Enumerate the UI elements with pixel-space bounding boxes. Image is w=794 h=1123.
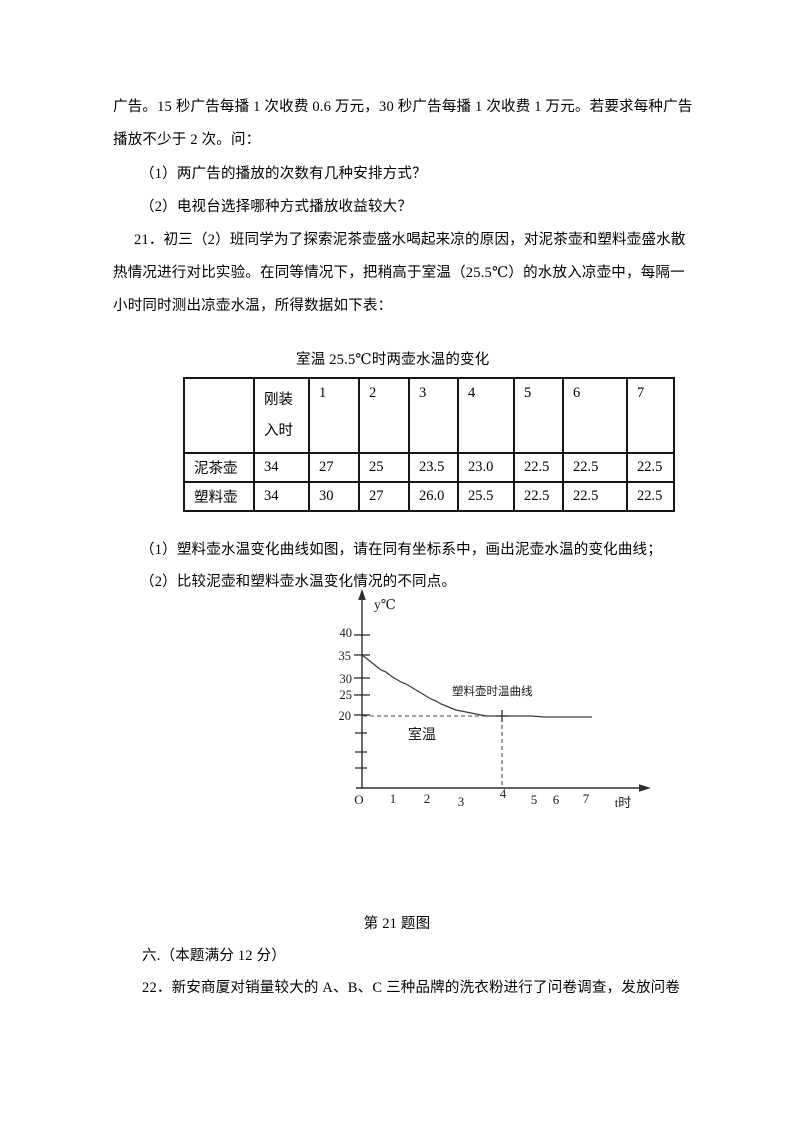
y-axis-label: y℃ — [374, 597, 396, 612]
q20-item-1: （1）两广告的播放的次数有几种安排方式？ — [140, 166, 427, 182]
table-header-cell: 5 — [513, 377, 564, 454]
y-axis-arrow-icon — [358, 589, 366, 600]
table-header-cell: 刚装入时 — [253, 377, 310, 454]
q21-figure-chart: 40 35 30 25 20 y℃ t时 塑料壶时温曲线 室温 O 1 2 3 … — [339, 589, 651, 810]
table-cell: 22.5 — [513, 452, 564, 483]
table-cell: 23.0 — [457, 452, 515, 483]
table-cell: 25 — [358, 452, 410, 483]
table-cell: 22.5 — [626, 452, 675, 483]
curve-label: 塑料壶时温曲线 — [452, 684, 533, 698]
q20-item-2: （2）电视台选择哪种方式播放收益较大？ — [140, 199, 413, 215]
figure-caption: 第 21 题图 — [363, 916, 431, 932]
table-header-label: 刚装入时 — [264, 392, 293, 439]
table-cell: 30 — [308, 481, 360, 512]
table-cell: 22.5 — [626, 481, 675, 512]
q21-intro-line2: 热情况进行对比实验。在同等情况下，把稍高于室温（25.5℃）的水放入凉壶中，每隔… — [113, 265, 685, 281]
table-cell: 23.5 — [408, 452, 459, 483]
x-origin-label: O — [354, 792, 363, 807]
y-tick-label: 25 — [340, 688, 353, 702]
section-heading: 六.（本题满分 12 分） — [142, 948, 286, 964]
table-cell: 22.5 — [562, 481, 628, 512]
x-tick-label: 3 — [458, 794, 465, 809]
table-header-cell: 4 — [457, 377, 515, 454]
x-axis-arrow-icon — [639, 784, 651, 792]
table-title: 室温 25.5℃时两壶水温的变化 — [296, 352, 490, 368]
room-temp-label: 室温 — [408, 726, 436, 743]
table-row-clay-pot: 泥茶壶 34 27 25 23.5 23.0 22.5 22.5 22.5 — [183, 452, 675, 483]
x-tick-label: 4 — [500, 786, 507, 801]
x-tick-label: 7 — [583, 791, 590, 806]
x-tick-label: 1 — [390, 791, 397, 806]
table-header-cell: 3 — [408, 377, 459, 454]
table-cell: 27 — [358, 481, 410, 512]
table-row-label: 塑料壶 — [183, 481, 255, 512]
table-header-cell — [183, 377, 255, 454]
y-tick-label: 35 — [339, 649, 352, 663]
q21-item-2: （2）比较泥壶和塑料壶水温变化情况的不同点。 — [140, 574, 457, 590]
table-header-row: 刚装入时 1 2 3 4 5 6 7 — [183, 377, 675, 454]
y-tick-label: 30 — [340, 672, 353, 686]
q21-item-1: （1）塑料壶水温变化曲线如图，请在同有坐标系中，画出泥壶水温的变化曲线； — [140, 542, 662, 558]
paragraph-ad-line1: 广告。15 秒广告每播 1 次收费 0.6 万元，30 秒广告每播 1 次收费 … — [113, 99, 693, 115]
table-header-cell: 7 — [626, 377, 675, 454]
x-tick-label: 2 — [424, 791, 431, 806]
x-axis-label: t时 — [615, 795, 632, 810]
table-cell: 25.5 — [457, 481, 515, 512]
table-header-cell: 1 — [308, 377, 360, 454]
table-row-plastic-pot: 塑料壶 34 30 27 26.0 25.5 22.5 22.5 22.5 — [183, 481, 675, 512]
table-cell: 27 — [308, 452, 360, 483]
table-row-label: 泥茶壶 — [183, 452, 255, 483]
table-cell: 34 — [253, 481, 310, 512]
table-cell: 26.0 — [408, 481, 459, 512]
x-tick-label: 5 — [531, 792, 538, 807]
x-tick-label: 6 — [553, 792, 560, 807]
q22-intro-line1: 22．新安商厦对销量较大的 A、B、C 三种品牌的洗衣粉进行了问卷调查，发放问卷 — [142, 980, 681, 996]
temperature-table: 刚装入时 1 2 3 4 5 6 7 泥茶壶 34 27 25 23.5 23.… — [183, 377, 675, 512]
q21-intro-line1: 21．初三（2）班同学为了探索泥茶壶盛水喝起来凉的原因，对泥茶壶和塑料壶盛水散 — [134, 232, 686, 248]
table-header-cell: 6 — [562, 377, 628, 454]
paragraph-ad-line2: 播放不少于 2 次。问： — [113, 132, 261, 148]
plastic-pot-curve — [361, 654, 592, 718]
y-tick-label: 20 — [339, 709, 352, 723]
y-tick-label: 40 — [340, 626, 353, 640]
table-cell: 34 — [253, 452, 310, 483]
table-cell: 22.5 — [562, 452, 628, 483]
table-header-cell: 2 — [358, 377, 410, 454]
table-cell: 22.5 — [513, 481, 564, 512]
q21-intro-line3: 小时同时测出凉壶水温，所得数据如下表： — [113, 298, 393, 314]
